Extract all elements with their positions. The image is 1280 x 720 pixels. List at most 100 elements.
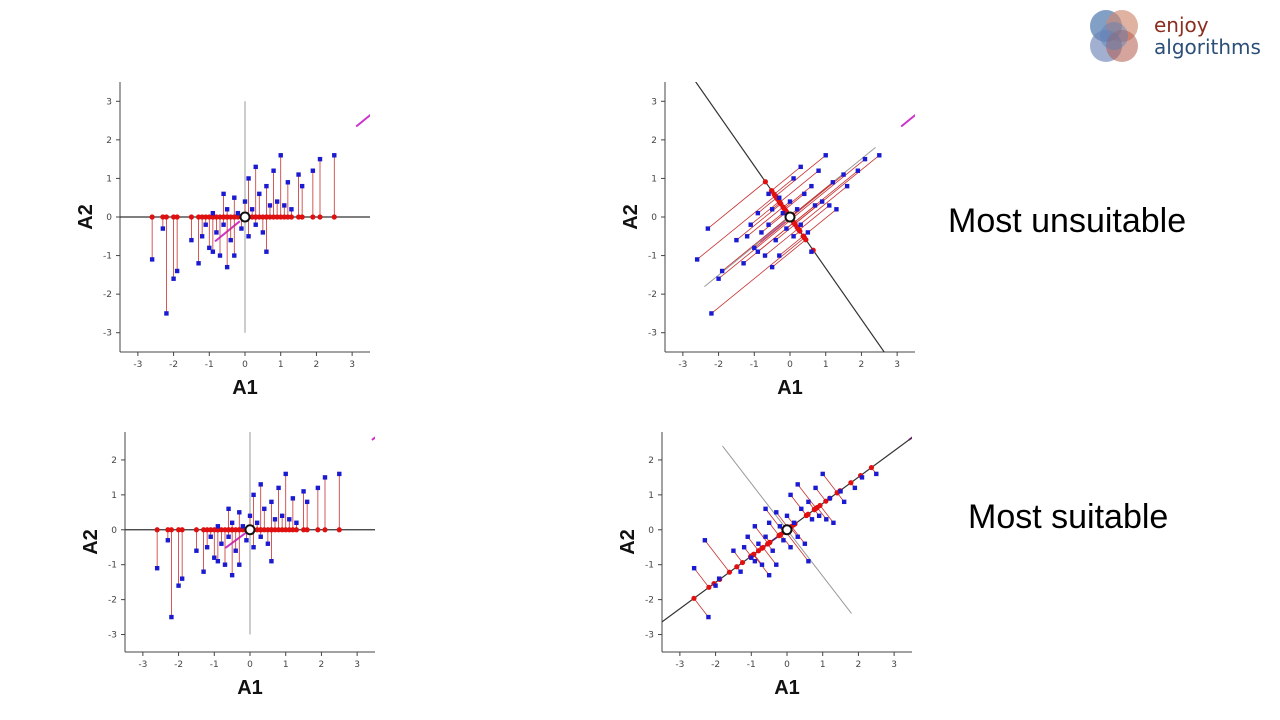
axes: -3 -2 -1 0 1 2 3 -3 -2 -1 0 1 2 (645, 432, 912, 670)
residual-line (771, 166, 801, 191)
y-tick-label: -3 (645, 631, 654, 641)
projected-point (160, 214, 166, 220)
data-point (233, 548, 238, 553)
projected-point (848, 480, 854, 486)
plot-area (665, 82, 915, 352)
data-point (774, 562, 779, 567)
data-point (224, 264, 230, 270)
residual-line (773, 178, 794, 195)
data-point (310, 168, 316, 173)
projected-point (706, 584, 712, 590)
data-point (154, 565, 160, 571)
residual-line (754, 217, 792, 249)
residual-line (721, 215, 790, 272)
residual-line (775, 154, 826, 197)
x-tick-label: -3 (133, 360, 142, 370)
projected-point (213, 214, 220, 220)
data-point (809, 183, 814, 189)
data-point (221, 191, 226, 197)
data-point (762, 253, 768, 258)
projected-point (249, 214, 255, 220)
x-tick-label: -2 (169, 360, 178, 370)
data-point (806, 559, 811, 564)
residual-line (775, 224, 796, 241)
data-point (813, 485, 818, 491)
data-point (824, 517, 829, 522)
x-tick-label: 0 (784, 660, 790, 670)
data-point (210, 210, 216, 216)
projected-point (267, 214, 273, 220)
data-point (247, 513, 253, 519)
data-point (207, 245, 212, 251)
projected-point (336, 527, 342, 533)
data-point (201, 569, 206, 574)
projected-point (764, 541, 771, 547)
data-point (831, 520, 836, 525)
data-point (766, 520, 772, 525)
y-axis-label: A2 (620, 204, 642, 230)
data-point (212, 555, 217, 560)
projected-point (208, 527, 214, 533)
data-point (232, 253, 237, 258)
projected-point (179, 527, 185, 533)
data-point (276, 485, 281, 491)
data-point (235, 210, 241, 216)
data-point (816, 168, 821, 173)
projected-point (300, 527, 307, 533)
data-point (239, 226, 244, 231)
x-axis-label: A1 (232, 377, 258, 399)
projected-point (772, 193, 779, 199)
projected-point (286, 527, 292, 533)
data-point (769, 207, 775, 212)
plot-top-left: -3 -2 -1 0 1 2 3 -3 -2 -1 0 1 2 3 A1 A2 (70, 70, 410, 410)
data-point (299, 183, 305, 189)
data-point (802, 191, 807, 197)
x-tick-label: 3 (354, 660, 360, 670)
data-point (809, 249, 814, 254)
data-point (283, 471, 288, 477)
data-point (755, 249, 761, 254)
projected-point (274, 214, 280, 220)
projected-point (278, 214, 284, 220)
x-tick-label: 1 (820, 660, 826, 670)
data-point (694, 257, 700, 262)
data-point (749, 555, 754, 560)
data-point (791, 234, 796, 239)
data-point (274, 199, 280, 204)
data-point (171, 276, 176, 281)
data-point (272, 517, 278, 522)
data-point (705, 226, 711, 231)
projected-point (805, 511, 811, 517)
data-point (784, 226, 789, 231)
projected-point (288, 214, 295, 220)
residual-line (784, 193, 805, 210)
projected-point (279, 527, 285, 533)
residual-line (750, 201, 780, 226)
projected-point (165, 527, 171, 533)
data-point (731, 548, 736, 553)
data-point (332, 153, 337, 158)
projected-point (163, 214, 170, 220)
projected-point (236, 527, 242, 533)
projected-point (253, 214, 259, 220)
projected-point (175, 527, 182, 533)
data-point (194, 548, 199, 553)
data-point (242, 199, 248, 204)
data-point (229, 520, 235, 525)
data-point (752, 245, 757, 251)
label-most-unsuitable: Most unsuitable (948, 202, 1187, 240)
origin-marker (784, 211, 796, 223)
data-point (755, 210, 761, 216)
x-tick-label: -1 (747, 660, 756, 670)
data-point (251, 545, 256, 550)
plot-bottom-right-svg: -3 -2 -1 0 1 2 3 -3 -2 -1 0 1 2 A1 A2 (617, 432, 912, 699)
projected-point (199, 214, 205, 220)
data-point (766, 572, 772, 578)
data-point (763, 534, 768, 539)
y-tick-label: -1 (648, 252, 657, 262)
projected-point (228, 214, 234, 220)
data-point (246, 176, 251, 181)
residual-line (819, 505, 834, 524)
projected-point (222, 527, 228, 533)
residual-line (784, 530, 809, 562)
